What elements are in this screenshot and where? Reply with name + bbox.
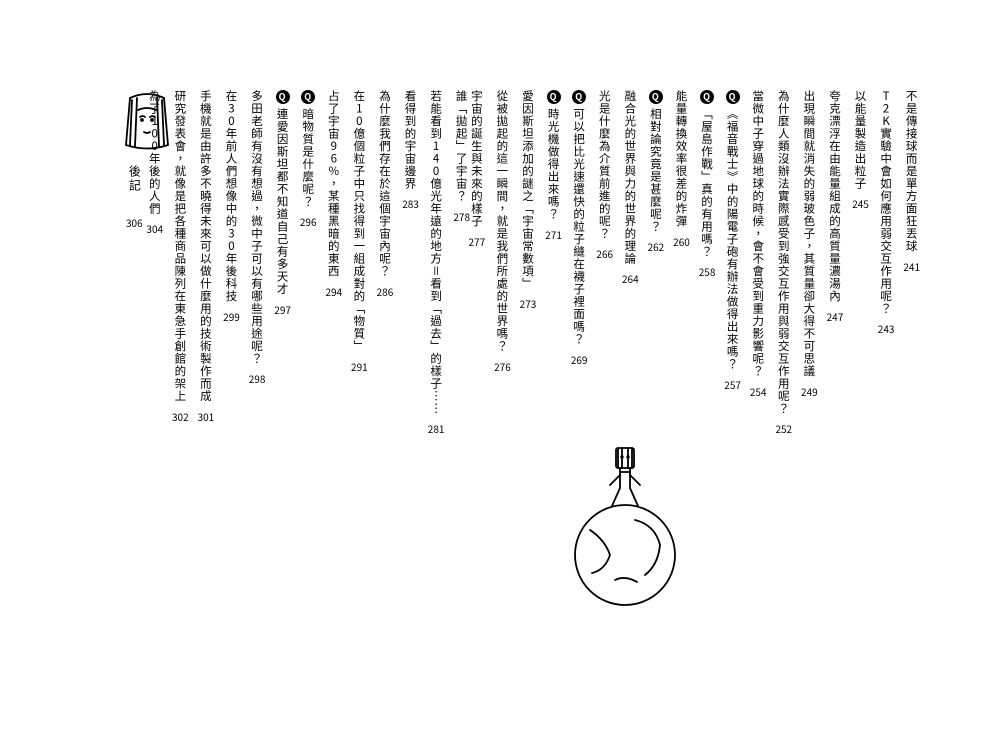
toc-entry-page: 254 [750, 384, 767, 399]
toc-entry-text: 能量轉換效率很差的炸彈 [673, 90, 689, 228]
toc-entry-page: 252 [775, 421, 792, 436]
toc-entry-page: 271 [545, 227, 562, 242]
q-marker-icon: Q [547, 90, 561, 104]
toc-entry-text: 在30年前人們想像中的30年後科技 [223, 90, 239, 303]
toc-entry-text: 出現瞬間就消失的弱玻色子，其質量卻大得不可思議 [801, 90, 817, 378]
toc-entry-page: 247 [827, 309, 844, 324]
toc-entry: 不是傳接球而是單方面狂丟球 241 [902, 90, 920, 490]
toc-entry-page: 276 [494, 359, 511, 374]
q-marker-icon: Q [276, 90, 290, 104]
toc-entry-text: 不是傳接球而是單方面狂丟球 [904, 90, 920, 253]
toc-entry-text: 可以把比光速還快的粒子縫在襪子裡面嗎？ [571, 108, 587, 346]
toc-entry: Q 《福音戰士》中的陽電子砲有辦法做得出來嗎？ 257 [723, 90, 741, 490]
toc-entry-page: 304 [146, 221, 163, 236]
face-illustration [120, 90, 175, 155]
toc-entry-text: 「屋島作戰」真的有用嗎？ [699, 108, 715, 258]
toc-entry-page: 262 [648, 239, 665, 254]
toc-entry-text: 為什麼人類沒辦法實際感受到強交互作用與弱交互作用呢？ [776, 90, 792, 415]
toc-entry-page: 241 [903, 259, 920, 274]
toc-entry: 為什麼人類沒辦法實際感受到強交互作用與弱交互作用呢？ 252 [775, 90, 793, 490]
toc-entry-text: 以能量製造出粒子 [853, 90, 869, 190]
toc-entry-text: 占了宇宙96%，某種黑暗的東西 [326, 90, 342, 278]
afterword-label: 後記 [126, 165, 143, 193]
toc-entry-page: 291 [351, 359, 368, 374]
toc-entry-page: 264 [622, 271, 639, 286]
toc-entry-text: 夸克漂浮在由能量組成的高質量濃湯內 [827, 90, 843, 303]
toc-entry-page: 258 [699, 264, 716, 279]
toc-entry: 當微中子穿過地球的時候，會不會受到重力影響呢？ 254 [749, 90, 767, 490]
toc-entry-text: 光是什麼為介質前進的呢？ [597, 90, 613, 240]
toc-entry-text: 融合光的世界與力的世界的理論 [622, 90, 638, 265]
toc-entry-text: 手機就是由許多不曉得未來可以做什麼用的技術製作而成 [198, 90, 214, 403]
toc-entry-page: 294 [325, 284, 342, 299]
toc-entry: 多田老師有沒有想過，微中子可以有哪些用途呢？ 298 [248, 90, 266, 490]
toc-entry: 在10億個粒子中只找得到一組成對的「物質」 291 [350, 90, 368, 490]
toc-entry-page: 286 [377, 284, 394, 299]
q-marker-icon: Q [726, 90, 740, 104]
toc-entry-page: 266 [596, 246, 613, 261]
toc-entry: 看得到的宇宙邊界 283 [401, 90, 419, 490]
globe-person-illustration [560, 430, 690, 610]
toc-entry-page: 273 [520, 296, 537, 311]
q-marker-icon: Q [700, 90, 714, 104]
toc-entry-page: 297 [274, 302, 291, 317]
toc-entry: Q 「屋島作戰」真的有用嗎？ 258 [698, 90, 716, 490]
toc-entry: 出現瞬間就消失的弱玻色子，其質量卻大得不可思議 249 [800, 90, 818, 490]
q-marker-icon: Q [649, 90, 663, 104]
toc-entry-page: 298 [249, 371, 266, 386]
toc-entry-page: 245 [852, 196, 869, 211]
toc-entry: 宇宙的誕生與未來的樣子 277 [468, 90, 486, 490]
toc-entry: 愛因斯坦添加的謎之「宇宙常數項」 273 [519, 90, 537, 490]
toc-entry-page: 301 [198, 409, 215, 424]
toc-entry-text: 看得到的宇宙邊界 [403, 90, 419, 190]
toc-entry-text: 愛因斯坦添加的謎之「宇宙常數項」 [520, 90, 536, 290]
toc-entry-page: 260 [673, 234, 690, 249]
toc-entry-text: 暗物質是什麼呢？ [300, 108, 316, 208]
toc-entry-text: 多田老師有沒有想過，微中子可以有哪些用途呢？ [249, 90, 265, 365]
toc-entry: 從被拋起的這一瞬間，就是我們所處的世界嗎？ 276 [493, 90, 511, 490]
toc-entry-text: 時光機做得出來嗎？ [546, 108, 562, 221]
toc-entry-page: 281 [428, 421, 445, 436]
toc-entry-page: 283 [402, 196, 419, 211]
toc-entry: 占了宇宙96%，某種黑暗的東西 294 [325, 90, 343, 490]
left-page: 誰「拋起」了宇宙？ 278 若能看到140億光年遠的地方＝看到「過去」的樣子⋯⋯ 28… [110, 90, 470, 650]
afterword-page: 306 [126, 215, 143, 230]
toc-entry: 誰「拋起」了宇宙？ 278 [452, 90, 470, 490]
toc-entry-text: 《福音戰士》中的陽電子砲有辦法做得出來嗎？ [725, 108, 741, 371]
toc-entry-text: 在10億個粒子中只找得到一組成對的「物質」 [351, 90, 367, 353]
toc-entry: 若能看到140億光年遠的地方＝看到「過去」的樣子⋯⋯ 281 [427, 90, 445, 490]
toc-entry-page: 302 [172, 409, 189, 424]
toc-entry: 手機就是由許多不曉得未來可以做什麼用的技術製作而成 301 [197, 90, 215, 490]
q-marker-icon: Q [301, 90, 315, 104]
toc-entry-text: 連愛因斯坦都不知道自己有多天才 [275, 108, 291, 296]
toc-entry-page: 257 [724, 377, 741, 392]
toc-entry-page: 277 [469, 234, 486, 249]
toc-entry-page: 269 [571, 352, 588, 367]
toc-entry-text: 誰「拋起」了宇宙？ [454, 90, 470, 203]
toc-entry-page: 243 [878, 321, 895, 336]
toc-entry: T2K實驗中會如何應用弱交互作用呢？ 243 [877, 90, 895, 490]
toc-entry-text: 若能看到140億光年遠的地方＝看到「過去」的樣子⋯⋯ [428, 90, 444, 415]
toc-entry-page: 296 [300, 214, 317, 229]
toc-entry: 夸克漂浮在由能量組成的高質量濃湯內 247 [826, 90, 844, 490]
toc-entry: 以能量製造出粒子 245 [851, 90, 869, 490]
afterword: 後記 306 [126, 165, 143, 230]
toc-entry: 為什麼我們存在於這個宇宙內呢？ 286 [376, 90, 394, 490]
toc-entry: Q 連愛因斯坦都不知道自己有多天才 297 [273, 90, 291, 490]
toc-entry-text: T2K實驗中會如何應用弱交互作用呢？ [878, 90, 894, 315]
toc-entry-page: 278 [453, 209, 470, 224]
q-marker-icon: Q [572, 90, 586, 104]
toc-entry-text: 為什麼我們存在於這個宇宙內呢？ [377, 90, 393, 278]
toc-entry-text: 從被拋起的這一瞬間，就是我們所處的世界嗎？ [494, 90, 510, 353]
toc-entry-page: 249 [801, 384, 818, 399]
toc-entry-text: 相對論究竟是甚麼呢？ [648, 108, 664, 233]
toc-entry: 在30年前人們想像中的30年後科技 299 [222, 90, 240, 490]
toc-entry-text: 宇宙的誕生與未來的樣子 [469, 90, 485, 228]
toc-entry-text: 當微中子穿過地球的時候，會不會受到重力影響呢？ [750, 90, 766, 378]
toc-entry: Q 暗物質是什麼呢？ 296 [299, 90, 317, 490]
toc-entry-page: 299 [223, 309, 240, 324]
